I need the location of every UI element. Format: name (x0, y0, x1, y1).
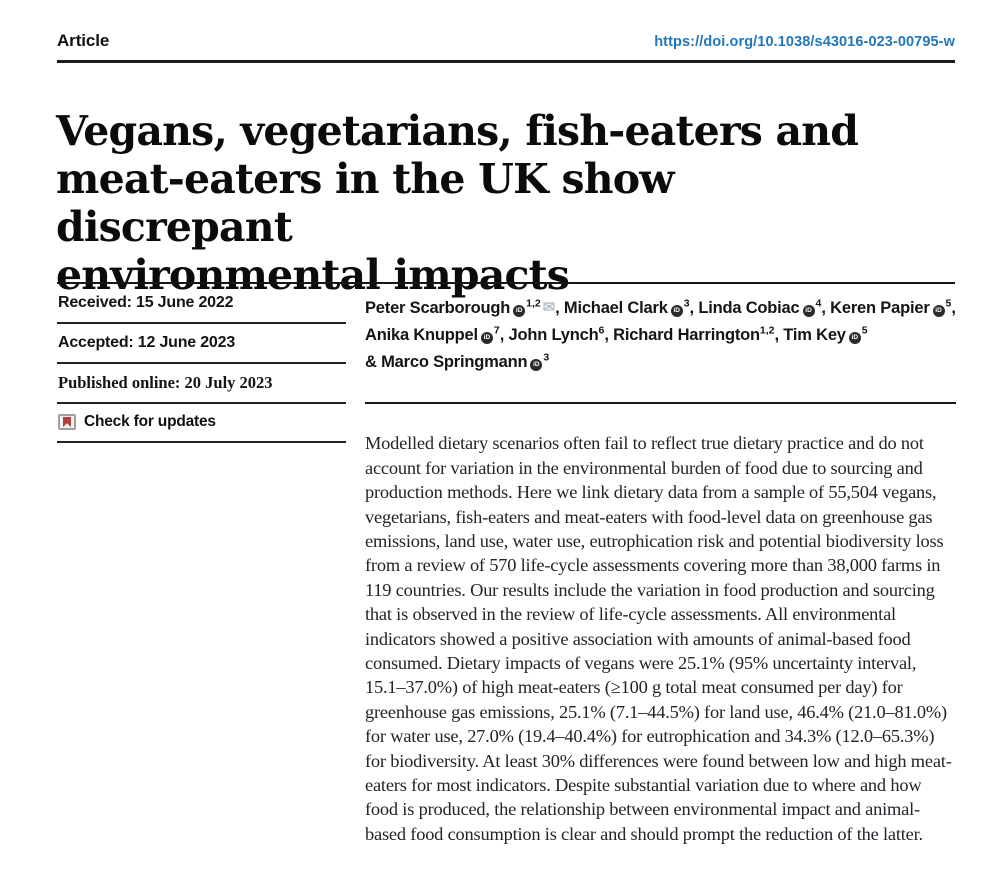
affiliation-superscript: 5 (945, 297, 952, 310)
affiliation-superscript: 1,2 (759, 324, 775, 337)
orcid-icon[interactable]: iD (932, 305, 945, 317)
article-body-column: Peter Scarborough iD1,2 ✉, Michael Clark iD… (365, 284, 956, 865)
received-date-row: Received: 15 June 2022 (57, 284, 346, 324)
author-name: Anika Knuppel (365, 326, 478, 344)
article-metadata-column: Received: 15 June 2022 Accepted: 12 June… (57, 284, 346, 443)
affiliation-superscript: 1,2 (526, 297, 541, 310)
column-top-rule (57, 282, 955, 284)
author-name: Michael Clark (563, 299, 668, 317)
check-for-updates-label: Check for updates (84, 413, 216, 430)
check-for-updates-button[interactable]: Check for updates (57, 404, 346, 443)
doi-link[interactable]: https://doi.org/10.1038/s43016-023-00795… (654, 34, 955, 50)
author-list: Peter Scarborough iD1,2 ✉, Michael Clark iD… (365, 284, 956, 404)
article-title: Vegans, vegetarians, fish-eaters and meat… (56, 107, 916, 299)
title-line: Vegans, vegetarians, fish-eaters and (56, 107, 859, 156)
crossmark-icon (58, 414, 76, 430)
author-name: & Marco Springmann (365, 353, 528, 371)
orcid-icon[interactable]: iD (530, 359, 543, 371)
affiliation-superscript: 3 (683, 297, 690, 310)
orcid-icon[interactable]: iD (670, 305, 683, 317)
accepted-date: Accepted: 12 June 2023 (58, 334, 236, 351)
envelope-icon[interactable]: ✉ (542, 299, 556, 316)
author-name: Richard Harrington (613, 326, 760, 344)
title-line: meat-eaters in the UK show discrepant (56, 155, 675, 252)
author-name: John Lynch (508, 326, 599, 344)
published-date: Published online: 20 July 2023 (58, 373, 273, 392)
title-line: environmental impacts (56, 251, 570, 300)
accepted-date-row: Accepted: 12 June 2023 (57, 324, 346, 364)
author-name: Tim Key (783, 326, 846, 344)
affiliation-superscript: 6 (598, 324, 605, 337)
orcid-icon[interactable]: iD (802, 305, 815, 317)
abstract-text: Modelled dietary scenarios often fail to… (365, 433, 952, 844)
received-date: Received: 15 June 2022 (58, 294, 234, 311)
article-type-label: Article (57, 31, 110, 50)
affiliation-superscript: 3 (543, 351, 550, 364)
crossmark-bookmark-shape (63, 417, 71, 427)
header-rule (57, 60, 955, 63)
author-name: Peter Scarborough (365, 299, 511, 317)
affiliation-superscript: 4 (815, 297, 822, 310)
affiliation-superscript: 7 (493, 324, 500, 337)
author-name: Linda Cobiac (698, 299, 800, 317)
published-date-row: Published online: 20 July 2023 (57, 364, 346, 404)
page-header: Article https://doi.org/10.1038/s43016-0… (57, 31, 955, 51)
orcid-icon[interactable]: iD (480, 332, 493, 344)
orcid-icon[interactable]: iD (513, 305, 526, 317)
affiliation-superscript: 5 (861, 324, 868, 337)
orcid-icon[interactable]: iD (848, 332, 861, 344)
author-name: Keren Papier (830, 299, 930, 317)
